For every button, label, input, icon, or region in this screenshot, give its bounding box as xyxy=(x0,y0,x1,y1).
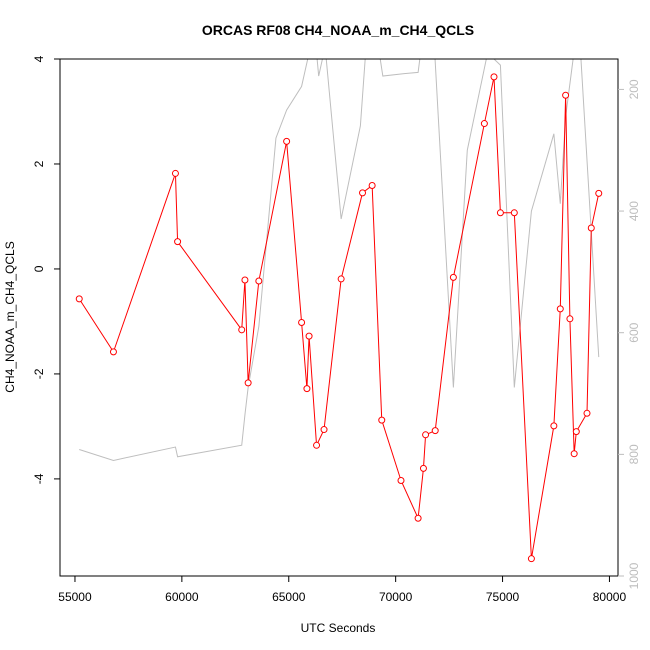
data-point xyxy=(570,450,578,458)
data-point xyxy=(75,295,83,303)
x-axis-label: UTC Seconds xyxy=(301,621,376,635)
data-point xyxy=(238,326,246,334)
data-point xyxy=(527,555,535,563)
data-point xyxy=(320,426,328,434)
data-point xyxy=(305,332,313,340)
y-tick-label: 4 xyxy=(32,55,46,62)
data-point xyxy=(566,315,574,323)
data-point xyxy=(171,169,179,177)
x-tick-label: 55000 xyxy=(58,590,92,604)
data-point xyxy=(496,209,504,217)
data-point xyxy=(422,431,430,439)
data-point xyxy=(244,379,252,387)
data-point xyxy=(550,422,558,430)
data-point xyxy=(337,275,345,283)
x-tick-label: 80000 xyxy=(593,590,627,604)
data-point xyxy=(587,224,595,232)
data-point xyxy=(241,276,249,284)
series-layer xyxy=(75,59,603,563)
series-right xyxy=(79,59,600,461)
data-point xyxy=(303,385,311,393)
series-left xyxy=(75,73,603,563)
y-axis-label: CH4_NOAA_m_CH4_QCLS xyxy=(3,241,17,392)
plot-frame xyxy=(59,58,619,577)
data-point xyxy=(583,409,591,417)
x-tick-label: 75000 xyxy=(486,590,520,604)
data-point xyxy=(562,91,570,99)
data-point xyxy=(572,428,580,436)
data-point xyxy=(449,273,457,281)
data-point xyxy=(556,305,564,313)
right-axis-series-line xyxy=(79,59,600,461)
data-point xyxy=(480,120,488,128)
y-tick-label: 0 xyxy=(32,265,46,272)
y2-tick-label: 1000 xyxy=(627,562,641,589)
data-point xyxy=(368,181,376,189)
y2-tick-label: 800 xyxy=(627,444,641,464)
left-axis-series-line xyxy=(78,76,600,559)
data-point xyxy=(378,416,386,424)
data-point xyxy=(255,277,263,285)
data-point xyxy=(397,476,405,484)
x-tick-label: 60000 xyxy=(165,590,199,604)
x-tick-label: 65000 xyxy=(272,590,306,604)
chart-title: ORCAS RF08 CH4_NOAA_m_CH4_QCLS xyxy=(202,22,474,38)
y-tick-label: -4 xyxy=(32,473,46,484)
data-point xyxy=(109,348,117,356)
data-point xyxy=(174,238,182,246)
y2-tick-label: 600 xyxy=(627,322,641,342)
data-point xyxy=(510,209,518,217)
y-tick-label: 2 xyxy=(32,160,46,167)
y-tick-label: -2 xyxy=(32,368,46,379)
data-point xyxy=(283,137,291,145)
data-point xyxy=(414,514,422,522)
x-tick-label: 70000 xyxy=(379,590,413,604)
data-point xyxy=(490,73,498,81)
data-point xyxy=(431,427,439,435)
data-point xyxy=(419,464,427,472)
data-point xyxy=(298,318,306,326)
y2-tick-label: 200 xyxy=(627,79,641,99)
data-point xyxy=(595,189,603,197)
axis-layer: 55000 60000 65000 70000 75000 80000 -4 -2 0 2 4 200… xyxy=(32,55,641,604)
data-point xyxy=(313,441,321,449)
y2-tick-label: 400 xyxy=(627,201,641,221)
data-point xyxy=(359,189,367,197)
